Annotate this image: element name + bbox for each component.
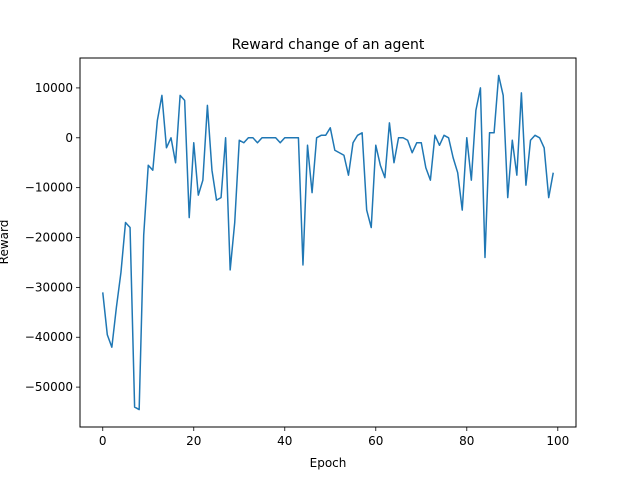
x-axis: 0 20 40 60 80 100	[99, 427, 569, 448]
y-axis-label: Reward	[0, 220, 11, 265]
y-tick-label: −10000	[25, 181, 73, 195]
y-tick-label: −40000	[25, 330, 73, 344]
y-tick-label: 10000	[35, 81, 73, 95]
x-axis-label: Epoch	[310, 456, 347, 470]
y-tick-label: 0	[65, 131, 73, 145]
series-line-0	[102, 74, 554, 411]
x-tick-label: 0	[99, 434, 107, 448]
x-tick-label: 80	[459, 434, 474, 448]
plot-area	[102, 74, 554, 411]
x-tick-label: 40	[277, 434, 292, 448]
y-tick-label: −20000	[25, 231, 73, 245]
x-tick-label: 20	[186, 434, 201, 448]
y-axis: −50000 −40000 −30000 −20000 −10000 0 10000	[25, 81, 80, 394]
x-tick-label: 100	[546, 434, 569, 448]
y-tick-label: −30000	[25, 280, 73, 294]
axes-frame	[79, 57, 577, 428]
y-tick-label: −50000	[25, 380, 73, 394]
x-tick-label: 60	[368, 434, 383, 448]
chart-title: Reward change of an agent	[232, 37, 425, 53]
